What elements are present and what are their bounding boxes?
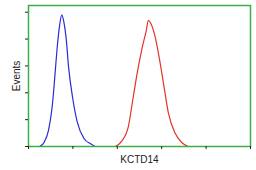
svg-text:Events: Events <box>11 61 22 92</box>
svg-text:KCTD14: KCTD14 <box>120 154 159 165</box>
